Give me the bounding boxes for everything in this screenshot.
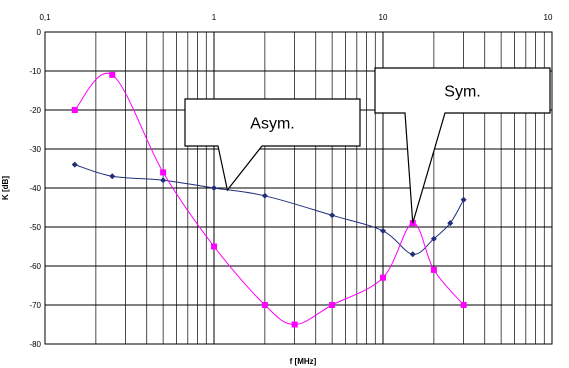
data-point (380, 274, 386, 281)
data-point (211, 243, 217, 250)
y-tick-label: -80 (29, 340, 41, 349)
data-point (460, 302, 467, 308)
x-tick-label: 10 (544, 13, 553, 22)
y-axis-label: K [dB] (1, 176, 10, 200)
y-tick-label: -40 (29, 184, 41, 193)
tick-labels: 0,1 1 10 10 0 -10 -20 -30 -40 -50 -60 -70 -80 (29, 13, 553, 349)
data-point (71, 161, 78, 168)
data-point (109, 71, 116, 78)
series-layer (71, 71, 467, 328)
annotations: Asym. Sym. (184, 67, 551, 224)
x-tick-label: 0,1 (39, 13, 51, 22)
y-tick-label: -70 (29, 301, 41, 310)
data-point (261, 302, 268, 308)
data-point (380, 227, 386, 234)
x-axis-label: f [MHz] (290, 357, 317, 366)
data-point (409, 251, 416, 258)
x-tick-label: 10 (379, 13, 388, 22)
y-tick-label: -20 (29, 106, 41, 115)
data-point (430, 266, 437, 273)
data-point (329, 212, 336, 219)
data-point (460, 196, 467, 203)
data-point (447, 220, 454, 227)
callout-box (184, 98, 361, 192)
y-tick-label: -30 (29, 145, 41, 154)
data-point (291, 321, 298, 328)
data-point (160, 169, 167, 176)
y-tick-label: -50 (29, 223, 41, 232)
data-point (160, 177, 167, 184)
y-tick-label: -60 (29, 262, 41, 271)
data-point (109, 173, 116, 180)
y-tick-label: 0 (37, 28, 42, 37)
y-tick-label: -10 (29, 67, 41, 76)
callout-box (374, 67, 551, 224)
annotation-label: Sym. (444, 84, 480, 101)
x-tick-label: 1 (212, 13, 217, 22)
data-point (329, 302, 336, 308)
data-point (430, 235, 437, 242)
data-point (211, 185, 217, 191)
data-point (261, 192, 268, 199)
annotation-label: Asym. (250, 116, 294, 133)
data-point (71, 107, 78, 113)
